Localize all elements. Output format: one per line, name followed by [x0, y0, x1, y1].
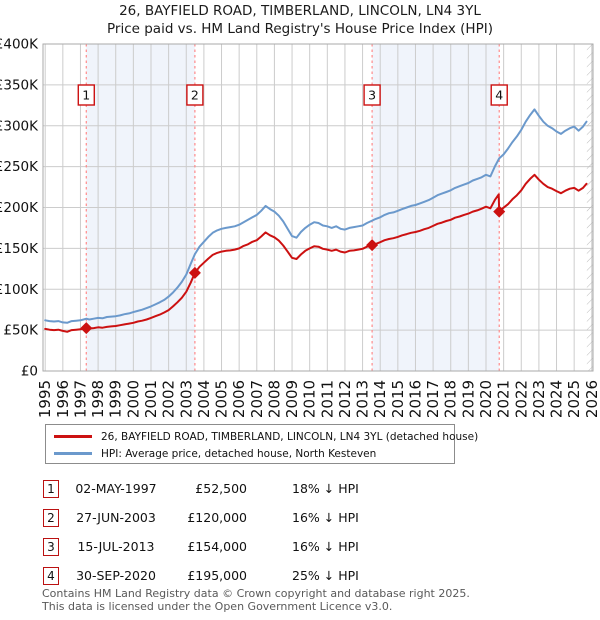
x-axis-tick-label: 2022 — [512, 380, 530, 418]
x-axis-tick-label: 2024 — [548, 380, 566, 418]
sale-hpi-delta: 16% ↓ HPI — [292, 539, 359, 554]
y-axis-tick-label: £300K — [0, 118, 39, 134]
chart-legend: 26, BAYFIELD ROAD, TIMBERLAND, LINCOLN, … — [45, 424, 478, 464]
y-axis-tick-label: £250K — [0, 159, 39, 175]
page-subtitle: Price paid vs. HM Land Registry's House … — [107, 21, 493, 37]
sale-number-box-label: 3 — [368, 88, 376, 103]
x-axis-tick-label: 2012 — [336, 380, 354, 418]
legend-label-property: 26, BAYFIELD ROAD, TIMBERLAND, LINCOLN, … — [101, 430, 479, 443]
y-axis-tick-label: £400K — [0, 37, 39, 53]
y-axis-tick-label: £200K — [0, 200, 39, 216]
x-axis-tick-label: 2009 — [283, 380, 301, 418]
x-axis-tick-label: 2011 — [318, 380, 336, 418]
sale-date: 27-JUN-2003 — [76, 510, 156, 525]
x-axis-tick-label: 1998 — [89, 380, 107, 418]
x-axis-tick-label: 2014 — [371, 380, 389, 418]
x-axis-tick-label: 2018 — [442, 380, 460, 418]
x-axis-tick-label: 2020 — [477, 380, 495, 418]
x-axis-tick-label: 1997 — [71, 380, 89, 418]
sale-row-1: 1 02-MAY-1997 £52,500 18% ↓ HPI — [43, 474, 359, 503]
hpi-line-swatch — [54, 452, 92, 455]
sale-point-marker — [188, 266, 201, 279]
x-axis-tick-label: 2023 — [530, 380, 548, 418]
price-history-chart: 1 2 3 4 £0 £50K £100K £150K £200K £250K £300K £350K… — [0, 37, 600, 419]
x-axis-tick-label: 2001 — [142, 380, 160, 418]
no-data-hatch-region — [586, 44, 593, 371]
x-axis-tick-label: 2019 — [459, 380, 477, 418]
sale-price: £52,500 — [195, 481, 247, 496]
sale-date: 30-SEP-2020 — [76, 568, 156, 583]
legend-label-hpi: HPI: Average price, detached house, Nort… — [101, 447, 377, 460]
sale-number-badge: 1 — [43, 479, 59, 498]
sale-number-box — [490, 84, 508, 106]
sale-date: 15-JUL-2013 — [77, 539, 155, 554]
sale-number-badge: 3 — [43, 537, 59, 556]
sales-table: 1 02-MAY-1997 £52,500 18% ↓ HPI 2 27-JUN… — [43, 474, 359, 590]
sale-point-marker — [493, 205, 506, 218]
sale-row-4: 4 30-SEP-2020 £195,000 25% ↓ HPI — [43, 561, 359, 590]
x-axis-tick-label: 2015 — [389, 380, 407, 418]
footer-line-1: Contains HM Land Registry data © Crown c… — [42, 587, 470, 600]
sale-price: £195,000 — [187, 568, 247, 583]
x-axis-tick-label: 2010 — [301, 380, 319, 418]
sale-date: 02-MAY-1997 — [75, 481, 157, 496]
x-axis-tick-label: 1995 — [36, 380, 54, 418]
x-axis-tick-label: 2002 — [160, 380, 178, 418]
sale-hpi-delta: 16% ↓ HPI — [292, 510, 359, 525]
x-axis-tick-label: 2026 — [583, 380, 600, 418]
x-axis-tick-label: 2007 — [248, 380, 266, 418]
sale-row-3: 3 15-JUL-2013 £154,000 16% ↓ HPI — [43, 532, 359, 561]
x-axis-tick-label: 1996 — [54, 380, 72, 418]
sale-number-box — [363, 84, 381, 106]
x-axis-tick-label: 2025 — [565, 380, 583, 418]
x-axis-tick-label: 2006 — [230, 380, 248, 418]
sale-number-box — [77, 84, 95, 106]
sale-hpi-delta: 18% ↓ HPI — [292, 481, 359, 496]
x-axis-tick-label: 2017 — [424, 380, 442, 418]
legend-item-property: 26, BAYFIELD ROAD, TIMBERLAND, LINCOLN, … — [54, 428, 478, 445]
y-axis-tick-label: £350K — [0, 77, 39, 93]
plot-border — [42, 43, 594, 372]
x-axis-tick-label: 2003 — [177, 380, 195, 418]
sale-number-box — [186, 84, 204, 106]
sale-hpi-delta: 25% ↓ HPI — [292, 568, 359, 583]
sale-number-badge: 4 — [43, 566, 59, 585]
sale-price: £154,000 — [187, 539, 247, 554]
sale-number-badge: 2 — [43, 508, 59, 527]
sale-row-2: 2 27-JUN-2003 £120,000 16% ↓ HPI — [43, 503, 359, 532]
x-axis-tick-label: 1999 — [107, 380, 125, 418]
y-axis-tick-label: £100K — [0, 282, 39, 298]
y-axis-tick-label: £50K — [3, 323, 39, 339]
sale-number-box-label: 1 — [82, 88, 90, 103]
x-axis-tick-label: 2004 — [195, 380, 213, 418]
y-axis-tick-label: £0 — [21, 364, 38, 380]
sale-point-marker — [80, 322, 93, 335]
x-axis-tick-label: 2000 — [124, 380, 142, 418]
y-axis-tick-label: £150K — [0, 241, 39, 257]
property-price-line — [44, 173, 588, 333]
property-line-swatch — [54, 435, 92, 438]
hpi-price-line — [44, 108, 588, 324]
sale-point-marker — [366, 239, 379, 252]
sale-number-box-label: 2 — [191, 88, 199, 103]
sale-number-box-label: 4 — [495, 88, 503, 103]
sale-price: £120,000 — [187, 510, 247, 525]
license-note: Contains HM Land Registry data © Crown c… — [42, 587, 470, 613]
footer-line-2: This data is licensed under the Open Gov… — [42, 599, 393, 613]
page-title: 26, BAYFIELD ROAD, TIMBERLAND, LINCOLN, … — [119, 3, 481, 19]
x-axis-tick-label: 2013 — [354, 380, 372, 418]
x-axis-tick-label: 2021 — [495, 380, 513, 418]
x-axis-tick-label: 2016 — [406, 380, 424, 418]
legend-item-hpi: HPI: Average price, detached house, Nort… — [54, 445, 454, 462]
x-axis-tick-label: 2008 — [265, 380, 283, 418]
x-axis-tick-label: 2005 — [213, 380, 231, 418]
